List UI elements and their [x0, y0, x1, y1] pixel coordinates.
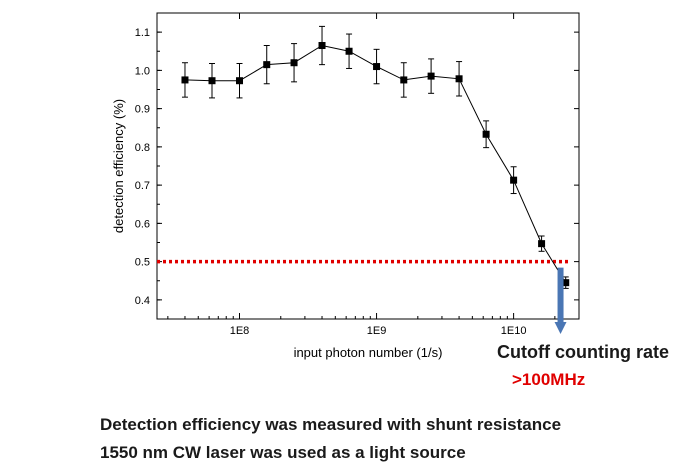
data-point [318, 42, 326, 50]
data-point [510, 176, 518, 184]
y-tick-label: 0.9 [135, 104, 150, 116]
y-tick-label: 0.4 [135, 295, 150, 307]
plot-frame [156, 12, 580, 320]
x-tick-label: 1E8 [230, 325, 250, 337]
cutoff-arrow-head [554, 322, 567, 334]
data-point [373, 63, 381, 71]
note-line-2: 1550 nm CW laser was used as a light sou… [100, 443, 466, 462]
data-point [181, 76, 189, 84]
x-tick-label: 1E9 [367, 325, 387, 337]
cutoff-label: Cutoff counting rate [497, 342, 669, 362]
y-axis-title: detection efficiency (%) [111, 99, 126, 233]
y-tick-label: 0.8 [135, 142, 150, 154]
data-point [400, 76, 408, 84]
data-point [538, 240, 546, 248]
data-point [455, 75, 463, 83]
y-tick-label: 1.0 [135, 65, 150, 77]
cutoff-arrow-shaft [557, 267, 564, 322]
data-point [290, 59, 298, 67]
data-point [236, 77, 244, 85]
x-tick-label: 1E10 [501, 325, 527, 337]
data-point [562, 279, 570, 287]
cutoff-value: >100MHz [512, 370, 586, 389]
data-point [482, 130, 490, 138]
y-tick-label: 0.6 [135, 218, 150, 230]
data-point [263, 61, 271, 69]
plot-area: 0.4 0.5 0.6 0.7 0.8 0.9 1.0 1.1 1E8 1E9 1E10 input … [111, 12, 580, 360]
note-line-1: Detection efficiency was measured with s… [100, 415, 562, 434]
y-tick-label: 0.5 [135, 257, 150, 269]
y-tick-label: 1.1 [135, 27, 150, 39]
x-axis-title: input photon number (1/s) [294, 345, 443, 360]
y-tick-label: 0.7 [135, 180, 150, 192]
data-point [345, 47, 353, 55]
data-point [427, 72, 435, 80]
data-point [208, 77, 216, 85]
